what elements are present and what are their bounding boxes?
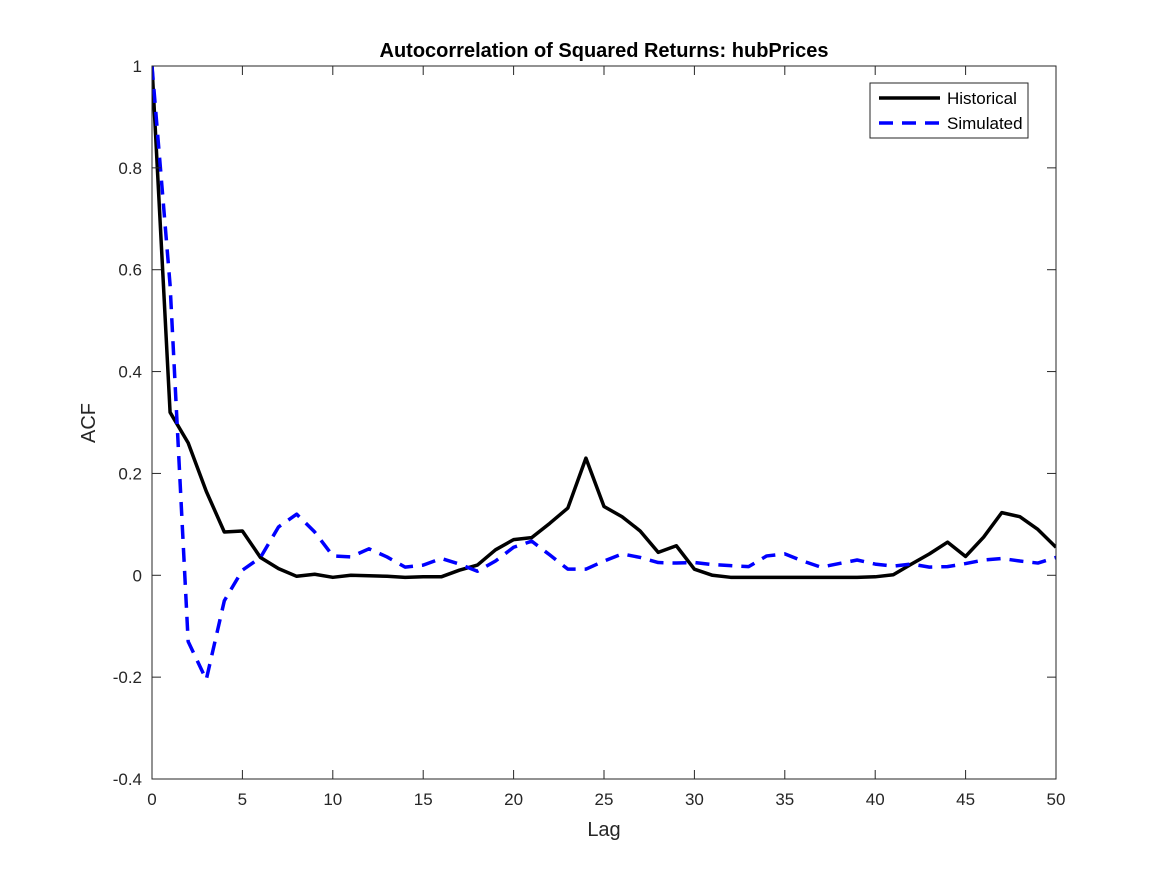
x-tick-labels: 0 5 10 15 20 25 30 35 40 45 50 (147, 790, 1065, 809)
y-tick-label: 0.2 (118, 464, 142, 483)
y-tick-label: 0.4 (118, 363, 142, 382)
chart-title: Autocorrelation of Squared Returns: hubP… (380, 40, 829, 62)
x-tick-label: 30 (685, 790, 704, 809)
ticks-layer (151, 65, 1057, 780)
x-tick-label: 50 (1047, 790, 1066, 809)
plot-area (152, 66, 1056, 779)
x-tick-label: 5 (238, 790, 247, 809)
x-tick-label: 45 (956, 790, 975, 809)
series-layer (152, 66, 1056, 682)
y-tick-label: 0.8 (118, 159, 142, 178)
x-tick-label: 15 (414, 790, 433, 809)
x-tick-label: 25 (595, 790, 614, 809)
y-axis-label: ACF (78, 403, 100, 443)
y-tick-labels: -0.4 -0.2 0 0.2 0.4 0.6 0.8 1 (113, 57, 142, 789)
series-line-simulated (152, 66, 1056, 682)
x-tick-label: 35 (775, 790, 794, 809)
y-tick-label: 0 (133, 566, 142, 585)
x-tick-label: 10 (323, 790, 342, 809)
x-axis-label: Lag (587, 819, 620, 841)
series-line-historical (152, 66, 1056, 580)
x-tick-label: 40 (866, 790, 885, 809)
y-tick-label: -0.2 (113, 668, 142, 687)
y-tick-label: 0.6 (118, 261, 142, 280)
legend-box (869, 82, 1029, 139)
y-tick-label: -0.4 (113, 770, 142, 789)
legend-label-simulated: Simulated (947, 114, 1023, 133)
x-tick-label: 20 (504, 790, 523, 809)
x-tick-label: 0 (147, 790, 156, 809)
legend-label-historical: Historical (947, 89, 1017, 108)
legend: Historical Simulated (869, 82, 1029, 139)
y-tick-label: 1 (133, 57, 142, 76)
